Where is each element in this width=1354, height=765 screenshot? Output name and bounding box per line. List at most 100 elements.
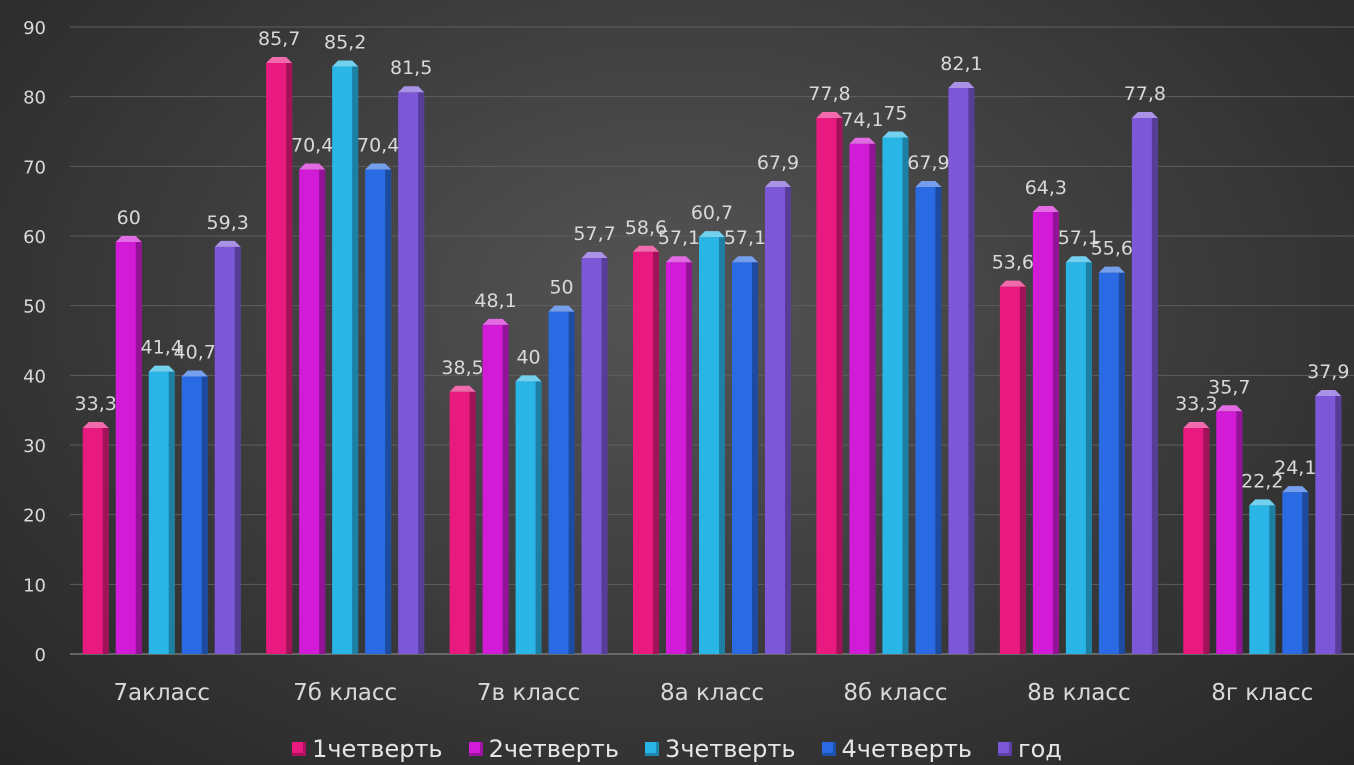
bar-top bbox=[816, 111, 843, 118]
data-label: 60,7 bbox=[691, 202, 733, 224]
legend-label: 4четверть bbox=[841, 734, 972, 763]
bar-side bbox=[502, 324, 509, 654]
bar-top bbox=[515, 375, 542, 382]
data-label: 57,1 bbox=[658, 227, 700, 249]
bar-chart: 0 10 20 30 40 50 60 70 80 90 33,3 60 41,440,7 59,3 7ак… bbox=[23, 18, 1354, 706]
data-label: 70,4 bbox=[291, 135, 333, 157]
data-label: 33,3 bbox=[75, 393, 117, 415]
legend-label: 3четверть bbox=[665, 734, 796, 763]
bar-side bbox=[719, 237, 725, 654]
y-tick-label: 60 bbox=[23, 227, 46, 248]
bar-top bbox=[633, 245, 659, 252]
bar-side bbox=[1085, 262, 1092, 654]
data-label: 58,6 bbox=[625, 217, 667, 239]
bar-top bbox=[732, 256, 758, 263]
data-label: 77,8 bbox=[1124, 83, 1166, 105]
legend-item: 3четверть bbox=[645, 734, 796, 763]
data-label: 82,1 bbox=[940, 53, 982, 75]
bar-side bbox=[352, 66, 359, 654]
bar-top bbox=[299, 163, 326, 170]
y-tick-label: 30 bbox=[23, 436, 46, 457]
bar-top bbox=[332, 60, 359, 67]
bar-top bbox=[266, 56, 293, 63]
data-label: 50 bbox=[549, 277, 573, 299]
bar-top bbox=[548, 305, 575, 312]
bar-side bbox=[785, 186, 791, 655]
x-tick-label: 7акласс bbox=[113, 680, 210, 706]
bar-side bbox=[535, 381, 542, 654]
data-label: 57,7 bbox=[573, 223, 615, 245]
legend-label: 1четверть bbox=[312, 734, 443, 763]
bar-side bbox=[869, 143, 876, 654]
bar-top bbox=[765, 180, 791, 187]
data-label: 38,5 bbox=[441, 357, 483, 379]
data-label: 55,6 bbox=[1091, 238, 1133, 260]
data-label: 40 bbox=[516, 346, 540, 368]
bar-side bbox=[935, 186, 942, 655]
bar-top bbox=[148, 365, 175, 372]
bar-top bbox=[999, 280, 1026, 287]
data-label: 70,4 bbox=[357, 135, 399, 157]
data-label: 48,1 bbox=[474, 290, 516, 312]
bar-side bbox=[319, 169, 326, 654]
bar-top bbox=[915, 180, 942, 187]
bar-side bbox=[1269, 505, 1276, 654]
bar-side bbox=[135, 242, 142, 654]
legend-label: 2четверть bbox=[488, 734, 620, 763]
bar-top bbox=[1249, 499, 1276, 506]
bar-side bbox=[418, 92, 425, 654]
x-tick-label: 8г класс bbox=[1211, 680, 1313, 706]
legend-swatch bbox=[997, 741, 1012, 756]
bar-side bbox=[686, 262, 692, 654]
data-label: 60 bbox=[117, 207, 141, 229]
data-label: 22,2 bbox=[1241, 470, 1283, 492]
bar-side bbox=[1151, 117, 1158, 654]
data-label: 59,3 bbox=[207, 212, 249, 234]
bar-side bbox=[168, 371, 175, 654]
data-label: 41,4 bbox=[141, 337, 183, 359]
y-tick-label: 70 bbox=[23, 157, 46, 178]
y-tick-label: 40 bbox=[23, 366, 46, 387]
bar-top bbox=[581, 252, 608, 259]
bar-side bbox=[1236, 411, 1243, 654]
bar-side bbox=[1052, 212, 1059, 654]
legend-item: 4четверть bbox=[821, 734, 972, 763]
data-label: 37,9 bbox=[1307, 361, 1349, 383]
data-label: 57,1 bbox=[724, 227, 766, 249]
y-tick-label: 80 bbox=[23, 88, 46, 109]
bar-side bbox=[568, 311, 575, 654]
data-label: 81,5 bbox=[390, 57, 432, 79]
legend-swatch bbox=[821, 741, 836, 756]
bar-top bbox=[449, 385, 476, 392]
bar-top bbox=[214, 240, 241, 247]
x-tick-label: 8а класс bbox=[660, 680, 764, 706]
legend-swatch bbox=[292, 741, 307, 756]
legend-item: 2четверть bbox=[468, 734, 620, 763]
legend: 1четверть 2четверть 3четверть 4четверть год bbox=[0, 732, 1354, 765]
bar-top bbox=[1216, 405, 1243, 412]
data-label: 67,9 bbox=[757, 152, 799, 174]
y-tick-label: 10 bbox=[23, 575, 46, 596]
bar-top bbox=[882, 131, 909, 138]
data-label: 40,7 bbox=[174, 341, 216, 363]
bar-side bbox=[1118, 272, 1125, 654]
data-label: 53,6 bbox=[992, 252, 1034, 274]
bar-side bbox=[601, 258, 608, 654]
bar-side bbox=[286, 62, 293, 654]
data-label: 75 bbox=[883, 103, 907, 125]
bar-top bbox=[82, 422, 109, 429]
bar-side bbox=[1302, 492, 1309, 654]
x-tick-label: 7в класс bbox=[477, 680, 580, 706]
data-label: 67,9 bbox=[907, 152, 949, 174]
bar-top bbox=[1315, 389, 1342, 396]
bar-side bbox=[836, 117, 843, 654]
bar-side bbox=[653, 251, 659, 654]
bar-top bbox=[181, 370, 208, 377]
bar-top bbox=[1131, 111, 1158, 118]
data-label: 57,1 bbox=[1058, 227, 1100, 249]
bar-top bbox=[482, 318, 509, 325]
bar-side bbox=[469, 391, 476, 654]
y-tick-label: 20 bbox=[23, 506, 46, 527]
data-label: 24,1 bbox=[1274, 457, 1316, 479]
bar-top bbox=[1032, 206, 1059, 213]
